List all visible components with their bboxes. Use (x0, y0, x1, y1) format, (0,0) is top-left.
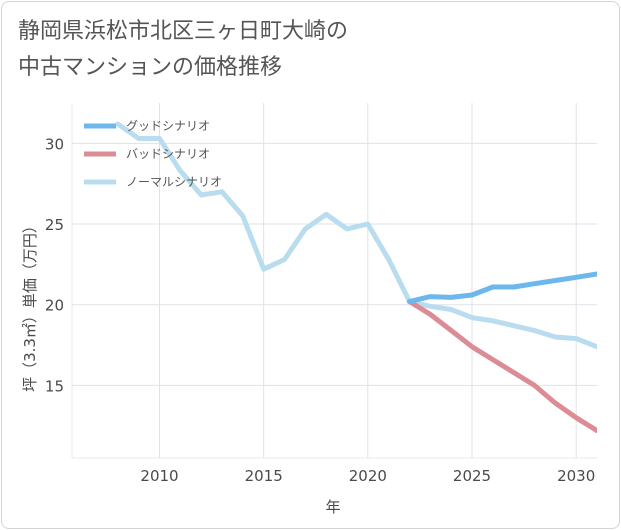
y-tick-label: 30 (45, 135, 64, 153)
series-layer (115, 121, 597, 434)
x-tick-label: 2025 (453, 467, 491, 485)
x-tick-label: 2010 (140, 467, 178, 485)
x-tick-label: 2030 (557, 467, 595, 485)
x-tick-label: 2015 (245, 467, 283, 485)
grid-lines (71, 103, 597, 459)
y-axis-ticks: 15 20 25 30 (45, 135, 64, 395)
y-tick-label: 20 (45, 297, 64, 315)
y-axis-label: 坪（3.3㎡）単価（万円） (21, 218, 39, 392)
legend-label: バッドシナリオ (126, 147, 210, 161)
x-axis-label: 年 (325, 498, 340, 516)
chart-title-line2: 中古マンションの価格推移 (18, 55, 283, 80)
x-axis-ticks: 2010 2015 2020 2025 2030 (140, 467, 595, 485)
series-line-2 (115, 121, 597, 350)
y-tick-label: 25 (45, 216, 64, 234)
legend-label: グッドシナリオ (126, 119, 210, 133)
series-line-0 (407, 271, 597, 304)
y-tick-label: 15 (45, 377, 64, 395)
chart-title-line1: 静岡県浜松市北区三ヶ日町大崎の (18, 19, 349, 44)
x-tick-label: 2020 (349, 467, 387, 485)
chart-title: 静岡県浜松市北区三ヶ日町大崎の 中古マンションの価格推移 (18, 14, 348, 86)
series-line-1 (407, 299, 597, 434)
legend-label: ノーマルシナリオ (126, 175, 222, 189)
